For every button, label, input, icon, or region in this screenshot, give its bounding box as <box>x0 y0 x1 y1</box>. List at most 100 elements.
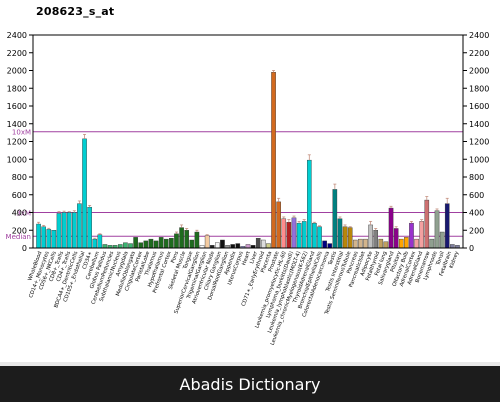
bar <box>409 222 414 249</box>
bar <box>36 223 41 249</box>
y-tick-label-left: 1200 <box>7 138 27 147</box>
bar <box>261 239 266 249</box>
bar <box>281 218 287 249</box>
footer-separator <box>0 362 500 366</box>
bar <box>286 222 292 249</box>
bar <box>368 224 373 249</box>
bar <box>179 227 184 249</box>
bar <box>128 243 133 249</box>
bar <box>194 231 200 249</box>
y-tick-label-right: 2400 <box>469 31 489 40</box>
bar <box>332 189 338 249</box>
bar <box>102 244 108 249</box>
bar <box>245 244 251 249</box>
y-tick-label-left: 1600 <box>7 102 27 111</box>
bar <box>77 203 82 249</box>
bar <box>271 72 276 249</box>
bar <box>327 243 333 249</box>
chart-axes: 0 0 200 200 400 400 600 600 800 800 1000 1000 1200 12… <box>7 31 490 253</box>
bar <box>444 203 450 249</box>
bar <box>307 159 312 249</box>
bar <box>378 238 384 249</box>
bar <box>174 233 179 249</box>
bar <box>169 238 174 249</box>
bar <box>220 239 225 249</box>
bar <box>51 230 57 249</box>
bar <box>143 240 149 249</box>
bar <box>46 229 52 249</box>
y-tick-label-left: 1400 <box>7 120 27 129</box>
y-tick-label-right: 1200 <box>469 138 489 147</box>
plot-frame <box>32 34 464 249</box>
reference-line-label: 10xM <box>12 129 31 137</box>
x-axis-labels: WholeBloodCD14+_MonocytesCD56+_NKCellsCD… <box>27 250 460 346</box>
bar <box>296 222 302 249</box>
bar <box>72 212 77 249</box>
bar <box>291 217 297 249</box>
bar <box>123 242 128 249</box>
bar <box>87 206 92 249</box>
y-tick-label-right: 400 <box>469 209 484 218</box>
bar <box>358 238 363 249</box>
bar <box>337 218 343 249</box>
bar <box>138 242 144 249</box>
bar <box>434 210 440 249</box>
bar <box>41 226 46 249</box>
bar <box>388 207 394 249</box>
y-tick-label-left: 400 <box>12 209 27 218</box>
y-tick-label-right: 1400 <box>469 120 489 129</box>
bar <box>363 238 368 249</box>
bar <box>450 244 455 249</box>
y-tick-label-right: 1800 <box>469 84 489 93</box>
bar <box>163 238 169 249</box>
bar <box>56 213 62 249</box>
bar <box>133 237 138 249</box>
expression-bar-chart: 10xM 3xM Median 0 0 200 200 400 400 600 600 800 800… <box>6 31 490 346</box>
x-tick-label: Testis <box>327 250 338 267</box>
bar <box>301 221 307 249</box>
x-tick-label: Liver <box>249 250 259 265</box>
bar <box>158 237 164 249</box>
y-tick-label-right: 1000 <box>469 155 489 164</box>
bar <box>215 242 220 249</box>
y-tick-label-left: 800 <box>12 173 27 182</box>
x-tick-label: Kidney <box>449 251 461 270</box>
bar-series <box>36 70 460 249</box>
bar <box>383 241 389 249</box>
y-tick-label-left: 1800 <box>7 84 27 93</box>
x-tick-label: Tonsil <box>435 251 446 267</box>
y-tick-label-right: 200 <box>469 226 484 235</box>
bar <box>322 240 327 249</box>
x-tick-label: Pons <box>170 250 180 264</box>
bar <box>276 201 281 249</box>
bar <box>204 235 210 249</box>
bar <box>184 230 189 249</box>
bar <box>255 238 261 249</box>
bar <box>266 243 271 249</box>
footer-brand-text: Abadis Dictionary <box>179 374 321 394</box>
y-tick-label-left: 0 <box>22 244 27 253</box>
bar <box>117 244 123 249</box>
bar <box>439 231 445 249</box>
footer-bar: Abadis Dictionary <box>0 366 500 402</box>
y-tick-label-left: 2000 <box>7 67 27 76</box>
y-tick-label-right: 1600 <box>469 102 489 111</box>
y-tick-label-right: 0 <box>469 244 474 253</box>
bar <box>414 238 419 249</box>
bar <box>398 238 404 249</box>
bar <box>393 228 399 249</box>
x-tick-label: Heart <box>241 251 252 267</box>
reference-line-label: Median <box>6 233 31 241</box>
y-tick-label-right: 2200 <box>469 49 489 58</box>
reference-line-label: 3xM <box>16 210 31 218</box>
x-tick-label: CD34+ <box>82 251 94 271</box>
bar <box>419 221 424 249</box>
bar <box>352 239 358 249</box>
bar <box>404 237 409 249</box>
bar <box>66 212 72 249</box>
bar <box>92 238 98 249</box>
y-tick-label-left: 1000 <box>7 155 27 164</box>
bar <box>235 243 241 249</box>
bar <box>153 240 159 249</box>
y-tick-label-left: 2200 <box>7 49 27 58</box>
